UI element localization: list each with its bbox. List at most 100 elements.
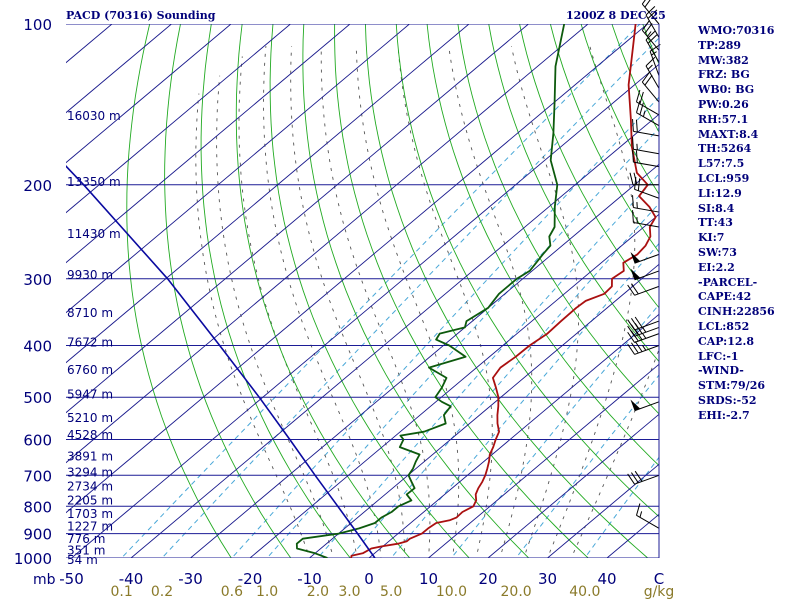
dry-adiabat-300 xyxy=(302,24,530,558)
temperature-tick-labels: -50 -40 -30 -20 -10 0 10 20 30 40 C xyxy=(59,570,664,588)
stat-line: SW:73 xyxy=(698,245,737,259)
stat-line: LCL:852 xyxy=(698,319,750,333)
moist-adiabat-30 xyxy=(547,45,636,558)
mixing-ratio-line-3 xyxy=(348,202,659,558)
stat-line: EHI:-2.7 xyxy=(698,408,750,422)
wind-barb xyxy=(632,195,660,213)
isotherm--70 xyxy=(66,24,589,464)
temperature-label-20: 20 xyxy=(478,570,497,588)
temperature-label--20: -20 xyxy=(238,570,263,588)
height-label: 11430 m xyxy=(67,227,121,241)
mixing-ratio-line-1 xyxy=(266,127,659,558)
mixing-ratio-label-3: 3.0 xyxy=(338,584,360,600)
height-label: 1703 m xyxy=(67,507,113,521)
isotherm-0 xyxy=(368,313,659,558)
isotherm--130 xyxy=(66,24,232,164)
pressure-label-700: 700 xyxy=(23,467,52,485)
isotherm-10 xyxy=(428,363,659,558)
temperature-line xyxy=(350,24,657,558)
wind-barb xyxy=(636,100,660,127)
wind-barb xyxy=(645,6,660,38)
height-label: 7672 m xyxy=(67,335,113,349)
pressure-label-500: 500 xyxy=(23,389,52,407)
stats-panel: WMO:70316 TP:289 MW:382 FRZ: BG WB0: BG PW:0.… xyxy=(698,24,798,424)
height-label: 776 m xyxy=(67,532,105,546)
wind-barb xyxy=(641,0,660,25)
mixing-ratio-line-40 xyxy=(584,456,659,558)
wind-barb xyxy=(632,118,660,137)
height-label: 351 m xyxy=(67,543,105,557)
pressure-label-300: 300 xyxy=(23,271,52,289)
wind-barb xyxy=(632,210,660,228)
page-title: PACD (70316) Sounding xyxy=(66,9,216,22)
isotherm-20 xyxy=(487,413,659,558)
stat-line: PW:0.26 xyxy=(698,97,749,111)
moist-adiabat--6 xyxy=(216,75,334,558)
isotherm--40 xyxy=(130,113,659,558)
stat-line: LCL:959 xyxy=(698,171,750,185)
stat-line: L57:7.5 xyxy=(698,157,745,171)
stat-line: -PARCEL- xyxy=(698,275,758,289)
height-label: 9930 m xyxy=(67,268,113,282)
pressure-label-1000: 1000 xyxy=(14,550,52,568)
moist-adiabat-22 xyxy=(448,46,533,558)
dry-adiabat-400 xyxy=(611,24,659,134)
isotherm--80 xyxy=(66,24,529,414)
mixing-ratio-unit-label: g/kg xyxy=(644,584,675,600)
wind-barb xyxy=(641,20,660,51)
mixing-ratio-label-5: 5.0 xyxy=(380,584,402,600)
dry-adiabat-320 xyxy=(365,24,649,558)
profiles xyxy=(66,24,657,558)
isotherm--90 xyxy=(66,24,470,364)
height-label: 5947 m xyxy=(67,388,113,402)
isotherm--120 xyxy=(66,24,291,214)
height-label: 4528 m xyxy=(67,428,113,442)
mixing-ratio-tick-labels: 0.1 0.2 0.6 1.0 2.0 3.0 5.0 10.0 20.0 40.0 g/kg xyxy=(110,584,674,600)
height-label: 3294 m xyxy=(67,466,113,480)
stat-line: LI:12.9 xyxy=(698,186,742,200)
mixing-ratio-line-2 xyxy=(317,173,659,558)
stat-line: EI:2.2 xyxy=(698,260,735,274)
isotherm--60 xyxy=(66,24,648,514)
stat-line: SRDS:-52 xyxy=(698,393,757,407)
temperature-label--30: -30 xyxy=(178,570,203,588)
moist-adiabat--10 xyxy=(195,93,310,558)
dry-adiabats xyxy=(126,24,659,558)
isotherms xyxy=(66,24,659,558)
wind-barb xyxy=(636,503,660,529)
dry-adiabat-380 xyxy=(549,24,659,253)
mixing-ratio-label-10: 10.0 xyxy=(436,584,467,600)
dry-adiabat-340 xyxy=(426,24,659,467)
wind-barbs xyxy=(627,0,661,529)
mixing-ratio-label-20: 20.0 xyxy=(501,584,532,600)
isotherm-30 xyxy=(547,463,659,558)
isotherm--30 xyxy=(190,163,659,558)
wind-barb xyxy=(629,172,659,186)
wind-barb xyxy=(632,136,660,155)
mixing-ratio-label-0.2: 0.2 xyxy=(151,584,173,600)
height-label: 3891 m xyxy=(67,450,113,464)
stat-line: RH:57.1 xyxy=(698,112,749,126)
stat-line: SI:8.4 xyxy=(698,201,735,215)
temperature-label-0: 0 xyxy=(364,570,374,588)
wind-barb xyxy=(645,56,660,89)
moist-adiabat--2 xyxy=(238,56,358,558)
pressure-label-900: 900 xyxy=(23,526,52,544)
wind-barb xyxy=(627,283,660,296)
mixing-ratio-label-0.1: 0.1 xyxy=(110,584,132,600)
temperature-label-40: 40 xyxy=(597,570,616,588)
background-lines xyxy=(66,24,659,558)
dry-adiabat-350 xyxy=(457,24,659,415)
dry-adiabat-250 xyxy=(126,24,232,558)
moist-adiabat-14 xyxy=(355,46,460,558)
pressure-unit-label: mb xyxy=(33,572,56,588)
stat-line: MW:382 xyxy=(698,53,749,67)
dry-adiabat-280 xyxy=(235,24,411,558)
height-label: 2734 m xyxy=(67,480,113,494)
wind-barb xyxy=(630,399,660,412)
wind-barb xyxy=(630,268,660,281)
stat-line: STM:79/26 xyxy=(698,379,765,393)
wind-barb xyxy=(645,30,660,63)
pressure-label-200: 200 xyxy=(23,177,52,195)
